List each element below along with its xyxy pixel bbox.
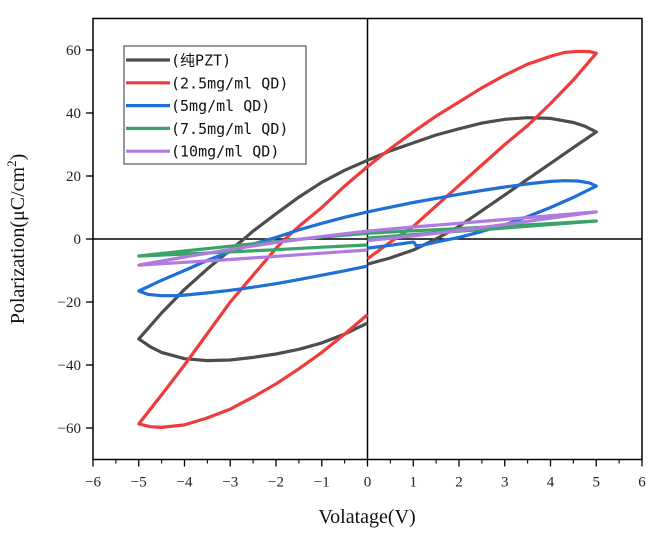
y-axis-title-base: Polarization(μC/cm [7, 166, 29, 324]
x-tick-label: 4 [547, 475, 555, 491]
series-line-4 [137, 210, 598, 267]
y-tick-label: 20 [66, 169, 81, 185]
y-tick-label: −20 [58, 295, 81, 311]
x-tick-label: 1 [410, 475, 418, 491]
y-axis-title: Polarization(μC/cm2) [4, 154, 29, 325]
y-tick-label: 40 [66, 106, 81, 122]
x-tick-label: 6 [638, 475, 646, 491]
x-tick-label: 2 [455, 475, 463, 491]
legend-label-0: (纯PZT) [171, 52, 231, 70]
legend-label-4: (10mg/ml QD) [171, 143, 279, 161]
y-axis-title-end: ) [7, 154, 29, 161]
legend-label-1: (2.5mg/ml QD) [171, 74, 288, 92]
x-tick-label: 3 [501, 475, 509, 491]
series-line-1 [137, 49, 598, 429]
x-tick-label: −4 [177, 475, 193, 491]
y-tick-label: 60 [66, 43, 81, 59]
x-axis: −6 −5 −4 −3 −2 −1 0 1 2 3 4 5 6 [85, 459, 646, 491]
legend-label-2: (5mg/ml QD) [171, 97, 270, 115]
x-tick-label: −3 [222, 475, 238, 491]
x-tick-label: 0 [364, 475, 372, 491]
x-tick-label: −1 [314, 475, 330, 491]
series-line-2 [137, 179, 598, 298]
series-line-0 [137, 116, 598, 363]
y-tick-label: 0 [74, 232, 82, 248]
x-tick-label: −2 [268, 475, 284, 491]
legend-label-3: (7.5mg/ml QD) [171, 120, 288, 138]
legend: (纯PZT) (2.5mg/ml QD) (5mg/ml QD) (7.5mg/ml … [123, 45, 307, 165]
series-layer [137, 49, 598, 429]
x-tick-label: −6 [85, 475, 101, 491]
x-tick-label: −5 [131, 475, 147, 491]
y-tick-label: −40 [58, 358, 81, 374]
y-axis: −60 −40 −20 0 20 40 60 [58, 43, 93, 437]
y-axis-title-superscript: 2 [4, 160, 19, 167]
x-tick-label: 5 [593, 475, 601, 491]
y-tick-label: −60 [58, 421, 81, 437]
x-axis-title: Volatage(V) [318, 506, 415, 528]
